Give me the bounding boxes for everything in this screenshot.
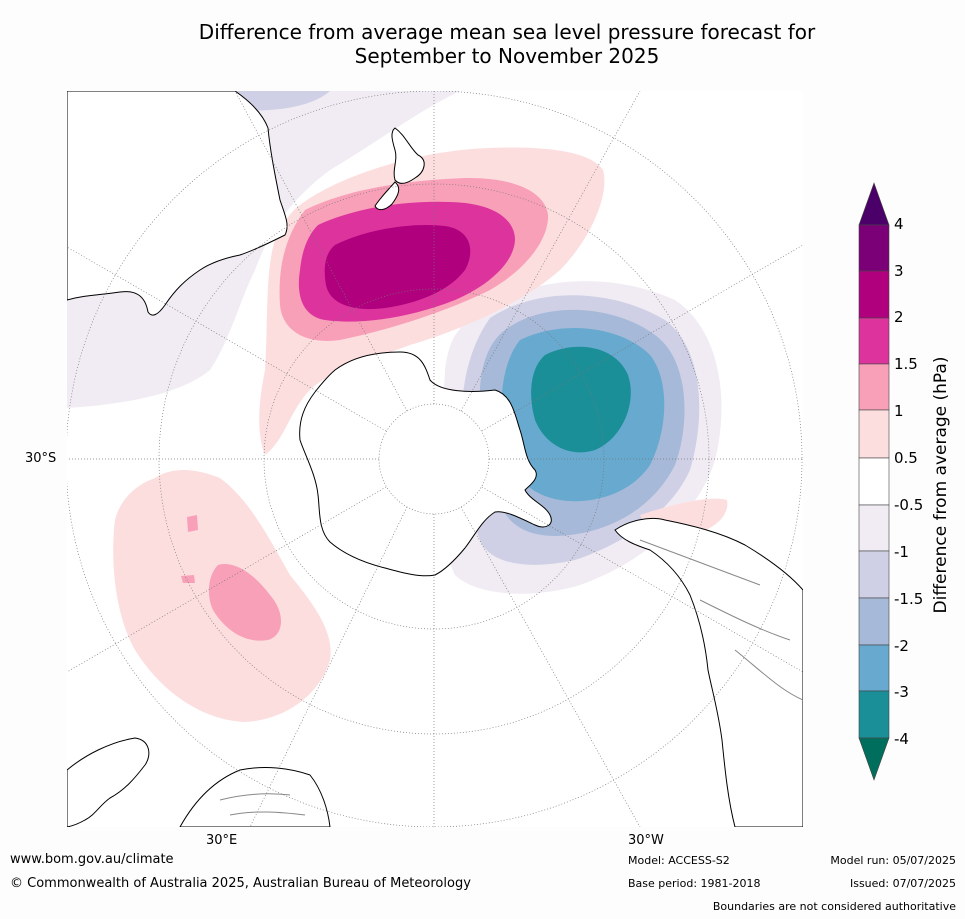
footer-website: www.bom.gov.au/climate [10,852,174,867]
colorbar-segment-neg1_5-neg2 [858,597,890,646]
colorbar-tick-neg3: -3 [894,683,909,701]
new-zealand-south-island [374,181,400,211]
colorbar-segment-1_5-2 [858,317,890,365]
chart-title: Difference from average mean sea level p… [0,20,965,68]
colorbar-title: Difference from average (hPa) [931,356,951,614]
colorbar-tick-4: 4 [894,215,904,233]
new-zealand-north-island [391,127,425,184]
australia-coastline [67,91,288,316]
antarctica-landmass [299,351,552,577]
footer-base-period: Base period: 1981-2018 [628,877,761,890]
colorbar-segment-3-4 [858,224,890,272]
footer-copyright: © Commonwealth of Australia 2025, Austra… [10,876,471,891]
map-content [67,91,803,827]
colorbar-segment-neg3-neg4 [858,690,890,739]
title-line-1: Difference from average mean sea level p… [198,20,816,44]
africa-borders [219,793,306,816]
colorbar-tick-0_5: 0.5 [894,449,918,467]
colorbar-tick-neg1: -1 [894,543,909,561]
colorbar-segment-1-1_5 [858,363,890,411]
colorbar-tick-neg1_5: -1.5 [894,590,924,608]
colorbar-tick-1_5: 1.5 [894,355,918,373]
africa-coastline [67,737,150,827]
colorbar-tick-neg2: -2 [894,637,909,655]
colorbar-tick-2: 2 [894,308,904,326]
anomaly-region-pos-1-spot1 [187,515,198,532]
colorbar-segment-neg1-neg1_5 [858,550,890,599]
lon-label-30e: 30°E [206,833,238,848]
anomaly-region-pos-1-spot2 [181,575,195,583]
colorbar [858,182,890,781]
colorbar-extend-bottom [858,737,890,781]
colorbar-tick-1: 1 [894,402,904,420]
anomaly-region-pos-1-indian [208,564,282,641]
south-america-borders [639,539,803,701]
footer-issued: Issued: 07/07/2025 [849,877,956,890]
footer-model: Model: ACCESS-S2 [628,854,730,867]
footer-disclaimer: Boundaries are not considered authoritat… [712,900,956,913]
colorbar-tick-3: 3 [894,262,904,280]
anomaly-region-pos-2 [324,224,471,310]
colorbar-extend-top [858,182,890,226]
south-america-coastline [614,517,803,827]
colorbar-segment-2-3 [858,270,890,319]
title-line-2: September to November 2025 [354,44,660,68]
anomaly-region-neg-3 [531,346,631,453]
graticule-meridians [67,91,803,827]
colorbar-tick-neg4: -4 [894,730,909,748]
colorbar-segment-neutral [858,457,890,506]
colorbar-segment-neg2-neg3 [858,644,890,692]
footer-model-run: Model run: 05/07/2025 [830,854,956,867]
southern-africa-coastline [179,767,331,827]
colorbar-segment-neg0_5-neg1 [858,504,890,552]
lon-label-30w: 30°W [628,833,664,848]
colorbar-segment-0_5-1 [858,409,890,459]
colorbar-tick-neg0_5: -0.5 [894,496,924,514]
lat-label-30s: 30°S [25,451,57,466]
